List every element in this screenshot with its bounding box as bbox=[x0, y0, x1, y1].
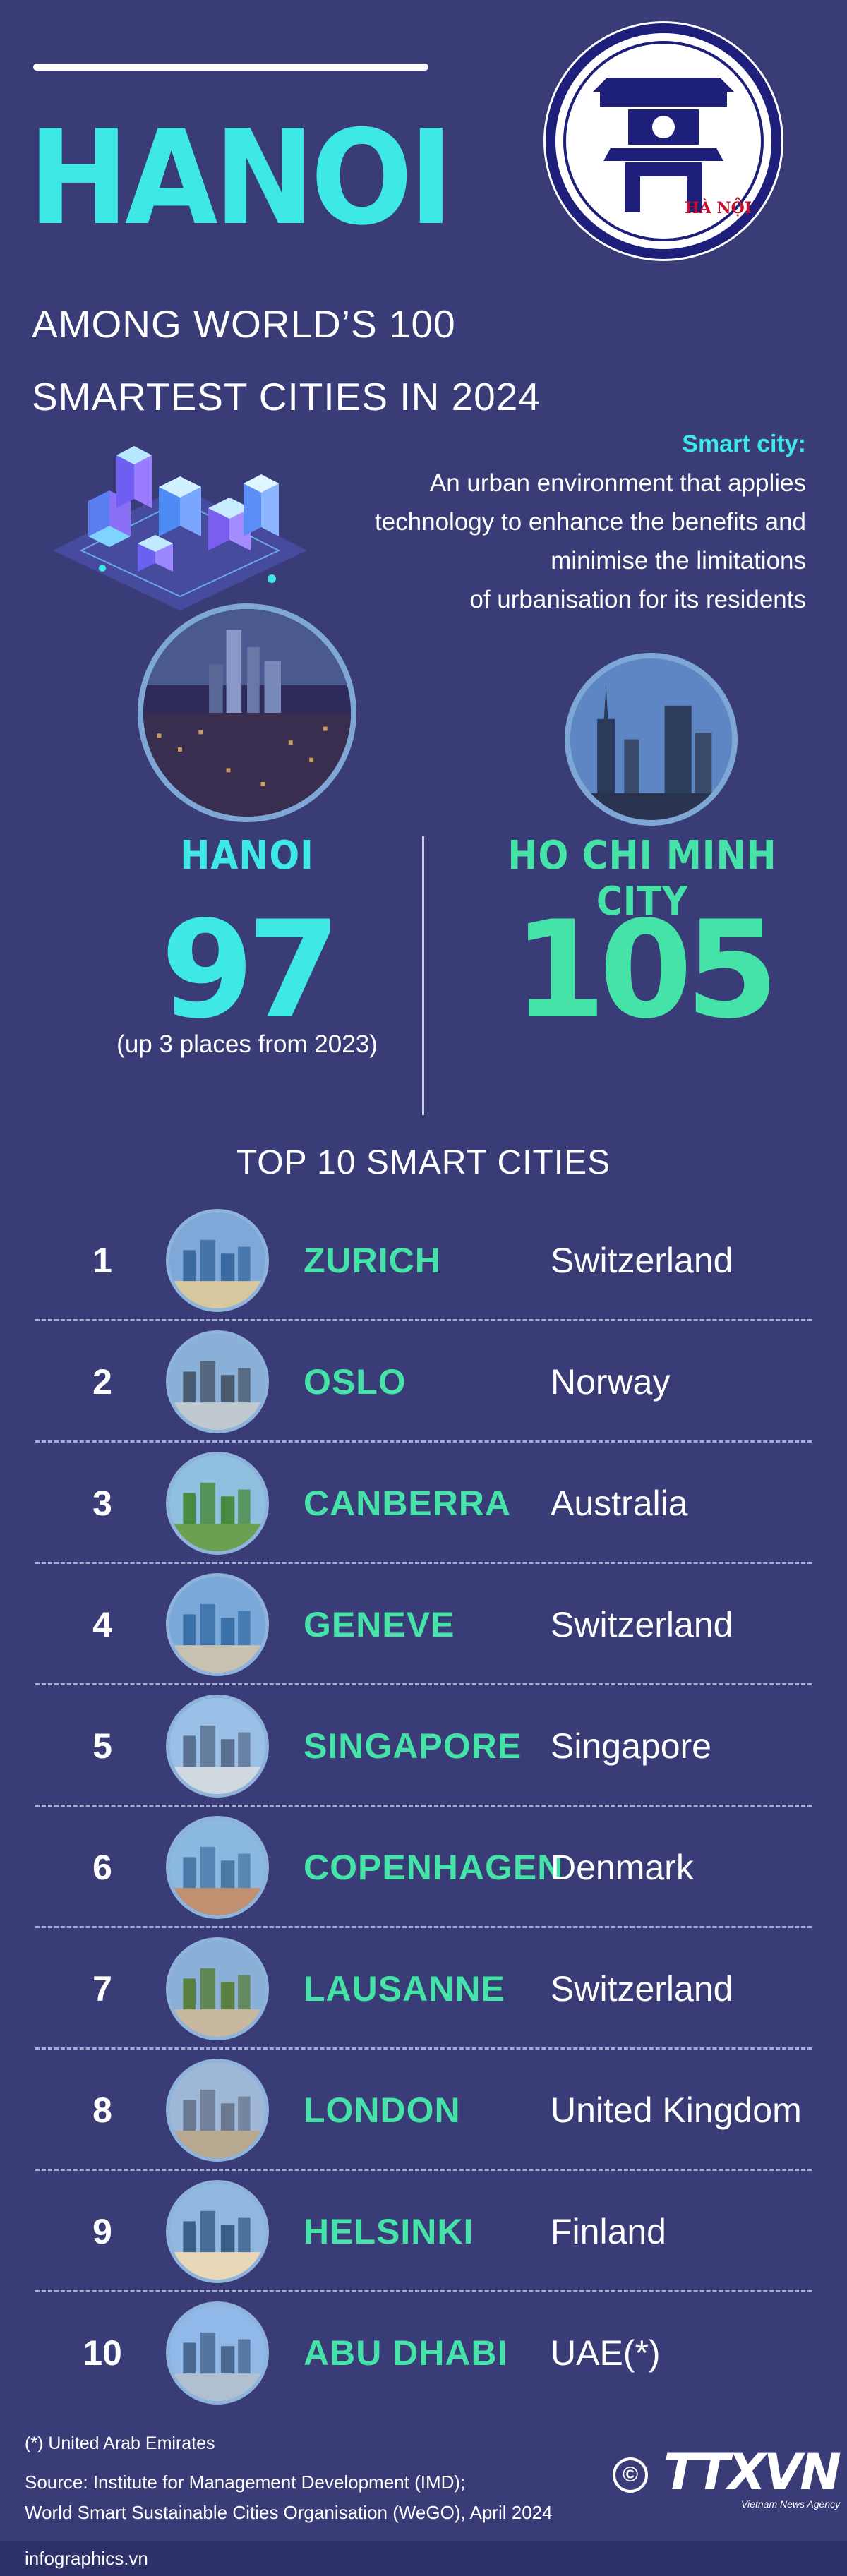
hanoi-rank-label: HANOI bbox=[180, 833, 314, 879]
top10-city-name: LAUSANNE bbox=[304, 1969, 505, 2009]
top10-rank-number: 3 bbox=[92, 1483, 112, 1523]
top10-city-name: LONDON bbox=[304, 2090, 461, 2130]
top10-city-name: ABU DHABI bbox=[304, 2333, 508, 2373]
ho-chi-minh-city-photo bbox=[565, 653, 738, 826]
definition-line-1: An urban environment that applies bbox=[429, 469, 806, 497]
top10-country-name: Singapore bbox=[551, 1726, 711, 1766]
top10-country-name: Denmark bbox=[551, 1848, 694, 1887]
top10-city-photo bbox=[166, 2059, 269, 2162]
top10-city-photo bbox=[166, 2180, 269, 2283]
top10-city-name: ZURICH bbox=[304, 1241, 441, 1280]
hcmc-rank-label: HO CHI MINH CITY bbox=[507, 833, 777, 925]
top10-city-name: CANBERRA bbox=[304, 1483, 512, 1523]
top10-row: 4 GENEVE Switzerland bbox=[35, 1564, 812, 1685]
top10-city-photo bbox=[166, 1452, 269, 1555]
top10-rank-number: 10 bbox=[83, 2333, 122, 2373]
footer-bar bbox=[0, 2541, 847, 2576]
top10-country-name: Australia bbox=[551, 1483, 688, 1523]
subtitle-line-1: AMONG WORLD’S 100 bbox=[32, 302, 456, 346]
top10-row: 10 ABU DHABI UAE(*) bbox=[35, 2292, 812, 2414]
top10-country-name: Switzerland bbox=[551, 1969, 733, 2009]
top10-country-name: UAE(*) bbox=[551, 2333, 661, 2373]
definition-line-2: technology to enhance the benefits and bbox=[374, 508, 806, 536]
top10-rank-number: 6 bbox=[92, 1848, 112, 1887]
top-rule-divider bbox=[33, 64, 428, 71]
rank-divider bbox=[422, 836, 424, 1115]
top10-rank-number: 5 bbox=[92, 1726, 112, 1766]
top10-row: 9 HELSINKI Finland bbox=[35, 2171, 812, 2292]
hanoi-emblem-icon: HÀ NỘI bbox=[543, 21, 783, 261]
top10-city-name: HELSINKI bbox=[304, 2212, 474, 2251]
top10-rank-number: 8 bbox=[92, 2090, 112, 2130]
top10-city-photo bbox=[166, 1209, 269, 1312]
top10-country-name: United Kingdom bbox=[551, 2090, 802, 2130]
top10-list: 1 ZURICH Switzerland 2 OSLO Norway 3 CANBERRA Au… bbox=[35, 1200, 812, 2414]
top10-city-photo bbox=[166, 1816, 269, 1919]
emblem-text: HÀ NỘI bbox=[685, 198, 752, 217]
definition-line-4: of urbanisation for its residents bbox=[469, 586, 806, 613]
top10-city-photo bbox=[166, 1330, 269, 1433]
copyright-icon: © bbox=[613, 2457, 648, 2493]
footer-site-link[interactable]: infographics.vn bbox=[25, 2548, 148, 2569]
top10-city-name: SINGAPORE bbox=[304, 1726, 522, 1766]
top10-country-name: Finland bbox=[551, 2212, 666, 2251]
top10-city-photo bbox=[166, 1695, 269, 1798]
hanoi-rank-number: 97 bbox=[160, 892, 340, 1048]
top10-rank-number: 4 bbox=[92, 1605, 112, 1644]
top10-city-name: GENEVE bbox=[304, 1605, 455, 1644]
top10-row: 3 CANBERRA Australia bbox=[35, 1443, 812, 1564]
top10-row: 8 LONDON United Kingdom bbox=[35, 2050, 812, 2171]
top10-rank-number: 7 bbox=[92, 1969, 112, 2009]
subtitle-line-2: SMARTEST CITIES IN 2024 bbox=[32, 375, 541, 419]
top10-rank-number: 1 bbox=[92, 1241, 112, 1280]
top10-country-name: Switzerland bbox=[551, 1605, 733, 1644]
agency-logo: TTXVN bbox=[663, 2443, 841, 2501]
top10-city-name: OSLO bbox=[304, 1362, 407, 1402]
top10-city-name: COPENHAGEN bbox=[304, 1848, 564, 1887]
definition-line-3: minimise the limitations bbox=[551, 547, 806, 574]
page-title: HANOI bbox=[28, 102, 454, 254]
top10-row: 6 COPENHAGEN Denmark bbox=[35, 1807, 812, 1928]
top10-country-name: Switzerland bbox=[551, 1241, 733, 1280]
top10-rank-number: 9 bbox=[92, 2212, 112, 2251]
isometric-smart-city-illustration bbox=[39, 431, 321, 614]
top10-title: TOP 10 SMART CITIES bbox=[236, 1144, 611, 1181]
footnote: (*) United Arab Emirates bbox=[25, 2433, 215, 2453]
hanoi-rank-note: (up 3 places from 2023) bbox=[116, 1030, 378, 1058]
top10-city-photo bbox=[166, 1937, 269, 2040]
top10-row: 1 ZURICH Switzerland bbox=[35, 1200, 812, 1321]
source-line-1: Source: Institute for Management Develop… bbox=[25, 2472, 466, 2493]
top10-rank-number: 2 bbox=[92, 1362, 112, 1402]
top10-row: 7 LAUSANNE Switzerland bbox=[35, 1928, 812, 2050]
top10-row: 2 OSLO Norway bbox=[35, 1321, 812, 1443]
definition-heading: Smart city: bbox=[682, 431, 806, 457]
top10-row: 5 SINGAPORE Singapore bbox=[35, 1685, 812, 1807]
agency-subtitle: Vietnam News Agency bbox=[741, 2498, 841, 2510]
top10-city-photo bbox=[166, 1573, 269, 1676]
top10-country-name: Norway bbox=[551, 1362, 671, 1402]
top10-city-photo bbox=[166, 2301, 269, 2405]
source-line-2: World Smart Sustainable Cities Organisat… bbox=[25, 2502, 553, 2523]
hcmc-rank-number: 105 bbox=[512, 892, 779, 1048]
hanoi-city-photo bbox=[138, 603, 356, 822]
